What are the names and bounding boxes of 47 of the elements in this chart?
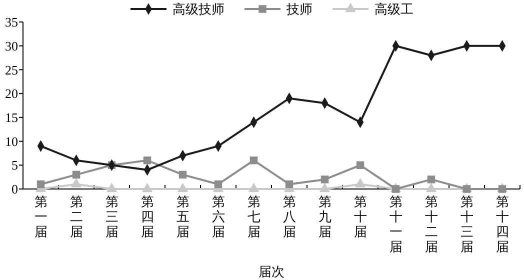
x-tick-label: 第七届 <box>247 194 260 239</box>
point <box>250 156 258 164</box>
x-tick-label: 第十二届 <box>424 194 438 254</box>
x-tick-label: 第十四届 <box>496 194 509 254</box>
x-tick-label: 第九届 <box>318 194 332 239</box>
point <box>177 182 188 192</box>
x-axis-title: 届次 <box>258 264 284 279</box>
x-tick-label: 第八届 <box>282 194 296 239</box>
x-tick-label: 第六届 <box>212 194 225 239</box>
x-tick-label: 第一届 <box>34 194 48 239</box>
point <box>498 185 506 193</box>
y-tick-label: 20 <box>5 86 18 102</box>
x-tick-label: 第十三届 <box>460 194 474 254</box>
y-tick-label: 35 <box>5 14 18 30</box>
point <box>319 182 330 192</box>
x-tick-label: 第十届 <box>354 194 367 239</box>
point <box>462 185 471 193</box>
y-tick-label: 5 <box>12 158 18 173</box>
y-tick-label: 15 <box>5 110 18 125</box>
y-tick-label: 25 <box>5 62 18 78</box>
point <box>285 180 294 188</box>
y-tick-label: 10 <box>5 134 18 149</box>
x-tick-label: 第二届 <box>70 194 83 239</box>
point <box>354 178 366 188</box>
y-tick-label: 30 <box>5 38 18 54</box>
point <box>320 176 329 184</box>
x-tick-label: 第十一届 <box>389 194 402 254</box>
point <box>427 176 436 184</box>
point <box>178 170 187 179</box>
point <box>248 182 260 192</box>
legend-label: 技师 <box>286 2 312 17</box>
point <box>36 180 45 188</box>
point <box>214 180 222 188</box>
legend-label: 高级工 <box>374 2 414 17</box>
point <box>356 161 364 170</box>
x-tick-label: 第三届 <box>105 194 118 239</box>
x-tick-label: 第五届 <box>176 194 190 239</box>
point <box>70 178 82 188</box>
y-tick-label: 0 <box>12 182 18 197</box>
point <box>142 182 153 192</box>
x-tick-label: 第四届 <box>140 194 154 239</box>
point <box>72 170 80 179</box>
point <box>392 185 400 193</box>
legend-label: 高级技师 <box>172 2 224 17</box>
point <box>106 182 118 192</box>
point <box>426 182 437 192</box>
point <box>143 156 152 164</box>
